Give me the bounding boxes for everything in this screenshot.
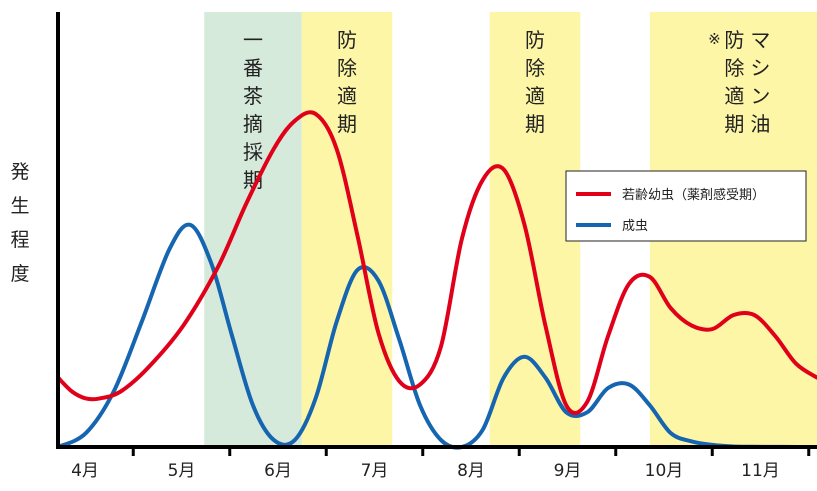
band-label-0-char: 摘 xyxy=(243,112,263,136)
legend-label-0: 若齢幼虫（薬剤感受期） xyxy=(622,187,765,203)
y-axis-label-text-char: 発 xyxy=(10,161,29,183)
band-label-extra-3-char: ン xyxy=(750,84,770,108)
x-tick-label: 7月 xyxy=(361,461,389,481)
band-label-1-char: 適 xyxy=(337,84,357,108)
band-label-0-char: 番 xyxy=(243,56,263,80)
band-label-extra-3-char: シ xyxy=(750,56,770,80)
series-line-1 xyxy=(56,222,817,450)
band-label-extra-3-char: 油 xyxy=(750,112,770,136)
legend: 若齢幼虫（薬剤感受期） 成虫 xyxy=(565,170,807,242)
band-label-2-char: 適 xyxy=(525,84,545,108)
band-label-2-char: 除 xyxy=(525,56,545,80)
band-label-1-char: 防 xyxy=(337,28,357,52)
x-tick-label: 5月 xyxy=(168,461,196,481)
period-bands xyxy=(204,12,817,447)
band-label-2-char: 期 xyxy=(525,112,545,136)
y-axis-label-text-char: 程 xyxy=(10,229,29,251)
legend-box xyxy=(565,170,807,242)
band-label-2-char: 防 xyxy=(525,28,545,52)
note-mark: ※ xyxy=(708,30,721,48)
band-label-0-char: 一 xyxy=(243,28,263,52)
x-tick-label: 11月 xyxy=(741,461,780,481)
band-label-3-char: 除 xyxy=(724,56,744,80)
x-tick-label: 8月 xyxy=(457,461,485,481)
series-line-0 xyxy=(56,110,817,415)
y-axis-label-text-char: 生 xyxy=(10,195,29,217)
y-axis-label-text-char: 度 xyxy=(10,263,29,285)
x-axis-ticks: 4月 5月 6月 7月 8月 9月 10月 11月 xyxy=(71,447,811,481)
band-label-3-char: 期 xyxy=(724,112,744,136)
x-tick-label: 10月 xyxy=(645,461,684,481)
band-label-1-char: 期 xyxy=(337,112,357,136)
band-label-3-char: 適 xyxy=(724,84,744,108)
band-label-0-char: 茶 xyxy=(243,84,263,108)
period-band-1 xyxy=(301,12,393,447)
x-tick-label: 4月 xyxy=(71,461,99,481)
band-label-0-char: 期 xyxy=(243,168,263,192)
x-tick-label: 9月 xyxy=(554,461,582,481)
period-band-0 xyxy=(204,12,302,447)
legend-label-1: 成虫 xyxy=(622,219,648,234)
band-label-extra-3-char: マ xyxy=(750,28,770,52)
band-label-3-char: 防 xyxy=(724,28,744,52)
series-lines xyxy=(56,110,817,450)
band-label-0-char: 採 xyxy=(243,140,263,164)
band-label-1-char: 除 xyxy=(337,56,357,80)
x-tick-label: 6月 xyxy=(264,461,292,481)
